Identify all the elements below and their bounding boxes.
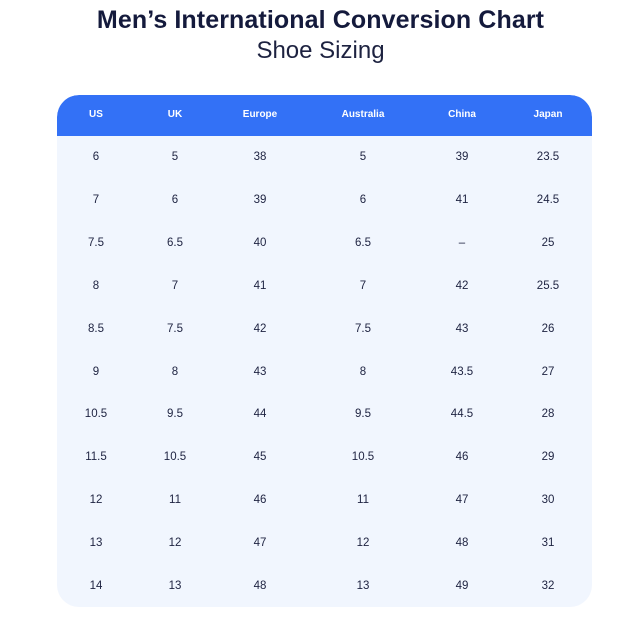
- table-cell-china: 48: [455, 537, 469, 550]
- table-cell-us: 12: [89, 494, 103, 507]
- column-header-china: China: [448, 109, 476, 120]
- table-cell-japan: 30: [541, 494, 555, 507]
- table-cell-europe: 47: [253, 537, 267, 550]
- table-cell-uk: 5: [171, 151, 179, 163]
- table-cell-uk: 13: [168, 580, 182, 592]
- column-header-uk: UK: [167, 109, 183, 120]
- table-cell-china: 41: [455, 193, 469, 206]
- table-cell-europe: 40: [253, 236, 267, 249]
- table-cell-us: 6: [92, 151, 100, 163]
- table-cell-us: 11.5: [85, 451, 107, 464]
- table-cell-us: 9: [92, 365, 100, 378]
- table-cell-china: 39: [455, 151, 469, 163]
- table-cell-us: 7: [92, 193, 100, 206]
- table-cell-japan: 31: [541, 537, 555, 550]
- table-cell-japan: 23.5: [536, 151, 560, 163]
- table-cell-europe: 44: [253, 408, 267, 421]
- column-header-europe: Europe: [242, 109, 278, 120]
- table-cell-us: 8.5: [88, 322, 104, 335]
- table-cell-australia: 5: [359, 151, 367, 163]
- table-cell-europe: 38: [253, 151, 267, 163]
- table-cell-japan: 25.5: [536, 279, 560, 292]
- table-cell-australia: 9.5: [355, 408, 371, 421]
- table-cell-japan: 28: [541, 408, 555, 421]
- table-cell-australia: 11: [357, 494, 369, 507]
- table-cell-us: 8: [92, 279, 100, 292]
- table-cell-europe: 41: [253, 279, 267, 292]
- table-cell-uk: 11: [169, 494, 181, 507]
- table-cell-uk: 12: [168, 537, 182, 550]
- table-cell-uk: 8: [171, 365, 179, 378]
- table-cell-australia: 6.5: [355, 236, 371, 249]
- table-cell-japan: 32: [541, 580, 555, 592]
- column-header-us: US: [89, 109, 103, 120]
- table-cell-us: 7.5: [88, 236, 104, 249]
- table-cell-china: 42: [455, 279, 469, 292]
- table-cell-japan: 27: [541, 365, 555, 378]
- table-cell-europe: 43: [253, 365, 267, 378]
- table-cell-australia: 6: [359, 193, 367, 206]
- table-cell-australia: 13: [356, 580, 370, 592]
- table-cell-europe: 42: [253, 322, 267, 335]
- table-cell-australia: 7: [359, 279, 367, 292]
- table-cell-europe: 46: [253, 494, 267, 507]
- size-conversion-table: US UK Europe Australia China Japan 6 5 38 5 39 23.…: [57, 95, 592, 607]
- table-cell-us: 13: [89, 537, 103, 550]
- table-cell-uk: 7: [171, 279, 179, 292]
- table-header-row: US UK Europe Australia China Japan: [57, 95, 592, 136]
- table-cell-australia: 12: [356, 537, 370, 550]
- column-header-japan: Japan: [533, 109, 563, 120]
- table-cell-japan: 29: [541, 451, 555, 464]
- table-cell-japan: 24.5: [536, 193, 560, 206]
- table-cell-uk: 7.5: [167, 322, 183, 335]
- table-cell-china: 47: [455, 494, 469, 507]
- table-cell-china: 49: [455, 580, 469, 592]
- column-header-australia: Australia: [341, 109, 385, 120]
- table-cell-us: 14: [89, 580, 103, 592]
- table-cell-japan: 26: [541, 322, 555, 335]
- table-cell-china: –: [458, 236, 466, 249]
- table-cell-australia: 8: [359, 365, 367, 378]
- table-cell-china: 46: [455, 451, 469, 464]
- table-cell-uk: 6: [171, 193, 179, 206]
- table-cell-us: 10.5: [84, 408, 108, 421]
- table-cell-australia: 7.5: [355, 322, 371, 335]
- table-cell-uk: 6.5: [167, 236, 183, 249]
- table-cell-australia: 10.5: [351, 451, 375, 464]
- table-cell-china: 43: [455, 322, 469, 335]
- table-cell-japan: 25: [541, 236, 555, 249]
- page-title: Men’s International Conversion Chart: [96, 6, 545, 34]
- table-cell-uk: 9.5: [167, 408, 183, 421]
- table-cell-europe: 48: [253, 580, 267, 592]
- table-cell-europe: 39: [253, 193, 267, 206]
- table-cell-china: 44.5: [450, 408, 474, 421]
- table-cell-uk: 10.5: [163, 451, 187, 464]
- table-cell-europe: 45: [253, 451, 267, 464]
- table-cell-china: 43.5: [450, 365, 474, 378]
- page-subtitle: Shoe Sizing: [256, 37, 385, 64]
